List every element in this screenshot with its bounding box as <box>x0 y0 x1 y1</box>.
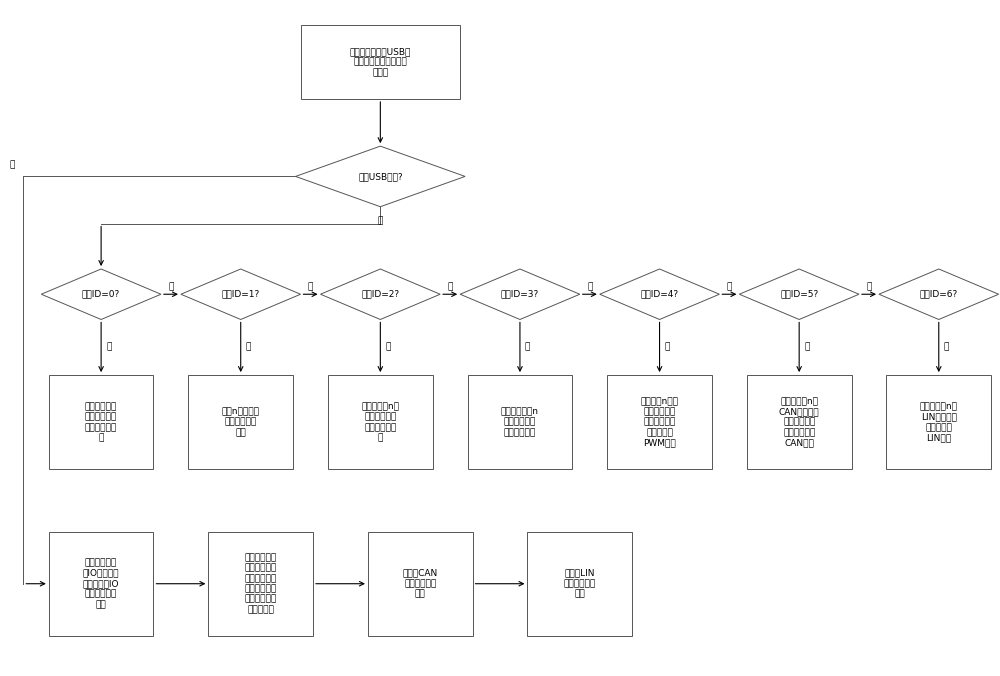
FancyBboxPatch shape <box>468 375 572 469</box>
Text: 是: 是 <box>804 343 810 352</box>
Polygon shape <box>600 269 719 320</box>
Text: 是: 是 <box>944 343 949 352</box>
Text: 否: 否 <box>10 161 15 170</box>
Text: 否: 否 <box>587 282 592 291</box>
Text: 否: 否 <box>866 282 872 291</box>
Text: 系统初始化，对USB接
口及各个信号通道进行
初始化: 系统初始化，对USB接 口及各个信号通道进行 初始化 <box>350 47 411 77</box>
Text: 是: 是 <box>106 343 111 352</box>
Text: 否: 否 <box>447 282 453 291</box>
Text: 使能所选择的n
号脉冲输入端
口的捕捉功能: 使能所选择的n 号脉冲输入端 口的捕捉功能 <box>501 407 539 437</box>
Text: 否: 否 <box>168 282 174 291</box>
FancyBboxPatch shape <box>49 531 153 636</box>
FancyBboxPatch shape <box>527 531 632 636</box>
FancyBboxPatch shape <box>368 531 473 636</box>
FancyBboxPatch shape <box>886 375 991 469</box>
FancyBboxPatch shape <box>328 375 433 469</box>
Text: 当数字输入端
口IO状态发生
变化时将其IO
状态发送到上
位机: 当数字输入端 口IO状态发生 变化时将其IO 状态发送到上 位机 <box>83 558 119 609</box>
Text: 报文ID=0?: 报文ID=0? <box>82 290 120 299</box>
Text: 将所选择的n号
数字输出端口
设置为预期状
态: 将所选择的n号 数字输出端口 设置为预期状 态 <box>361 402 399 442</box>
Polygon shape <box>739 269 859 320</box>
Text: 报文ID=1?: 报文ID=1? <box>222 290 260 299</box>
Text: 否: 否 <box>727 282 732 291</box>
Text: 是: 是 <box>665 343 670 352</box>
Text: 是: 是 <box>246 343 251 352</box>
Text: 报文ID=3?: 报文ID=3? <box>501 290 539 299</box>
Text: 接收到LIN
帧，发送到上
位机: 接收到LIN 帧，发送到上 位机 <box>564 569 596 599</box>
FancyBboxPatch shape <box>188 375 293 469</box>
Text: 当脉冲输入端
口频率或占空
比发生变化时
将计算出的频
率和占空比发
送到上位机: 当脉冲输入端 口频率或占空 比发生变化时 将计算出的频 率和占空比发 送到上位机 <box>245 553 277 614</box>
Polygon shape <box>296 146 465 207</box>
Text: 是: 是 <box>385 343 391 352</box>
FancyBboxPatch shape <box>301 25 460 99</box>
Text: 根据命令打开
或关断被测试
单元的供电电
源: 根据命令打开 或关断被测试 单元的供电电 源 <box>85 402 117 442</box>
Text: 报文ID=2?: 报文ID=2? <box>361 290 399 299</box>
FancyBboxPatch shape <box>747 375 852 469</box>
Text: 报文ID=6?: 报文ID=6? <box>920 290 958 299</box>
Text: 设置选择的n号
CAN接口波特
率及报文过滤
范围，或发送
CAN报文: 设置选择的n号 CAN接口波特 率及报文过滤 范围，或发送 CAN报文 <box>779 397 819 448</box>
Polygon shape <box>879 269 999 320</box>
Text: 报文ID=5?: 报文ID=5? <box>780 290 818 299</box>
Polygon shape <box>460 269 580 320</box>
Text: 是: 是 <box>525 343 530 352</box>
Polygon shape <box>41 269 161 320</box>
Text: 设定n号数字输
入端口的采集
周期: 设定n号数字输 入端口的采集 周期 <box>222 407 260 437</box>
Text: 将选择的n号波
形输出端口以
设定的频率和
占空比输出
PWM波形: 将选择的n号波 形输出端口以 设定的频率和 占空比输出 PWM波形 <box>641 397 679 448</box>
FancyBboxPatch shape <box>49 375 153 469</box>
Text: 否: 否 <box>308 282 313 291</box>
FancyBboxPatch shape <box>607 375 712 469</box>
Text: 接收到CAN
帧，发送到上
位机: 接收到CAN 帧，发送到上 位机 <box>403 569 438 599</box>
Text: 设置选择的n号
LIN接口波特
率，或发送
LIN报文: 设置选择的n号 LIN接口波特 率，或发送 LIN报文 <box>920 402 958 442</box>
Text: 收到USB报文?: 收到USB报文? <box>358 172 403 181</box>
Polygon shape <box>181 269 301 320</box>
Text: 报文ID=4?: 报文ID=4? <box>640 290 679 299</box>
FancyBboxPatch shape <box>208 531 313 636</box>
Polygon shape <box>320 269 440 320</box>
Text: 是: 是 <box>378 217 383 226</box>
